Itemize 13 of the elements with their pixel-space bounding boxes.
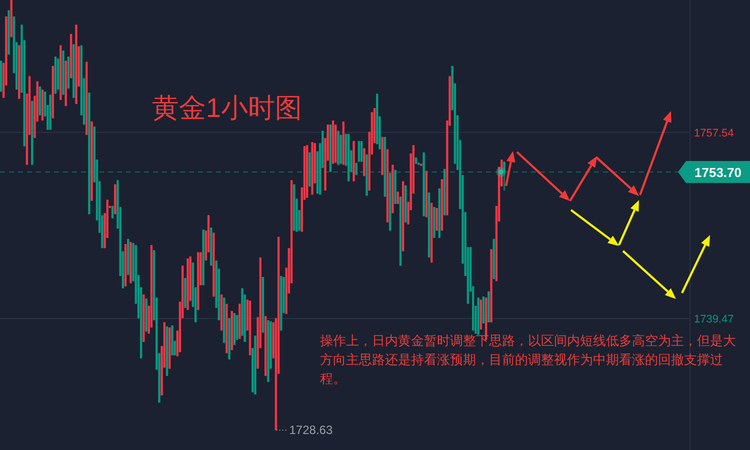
candlestick <box>436 208 438 232</box>
annotation: 1728.63 <box>289 423 333 438</box>
annotation: 操作上，日内黄金暂时调整下思路，以区间内短线低多高空为主，但是大方向主思路还是持看涨预期，目前的调整视作为中期看涨的回撤支撑过程。 <box>320 332 737 388</box>
y-tick-label: 1739.47 <box>694 314 734 326</box>
candlestick <box>360 140 363 162</box>
candlestick <box>355 162 358 176</box>
candlestick <box>111 205 114 219</box>
text: 黄金1小时图 <box>152 92 302 125</box>
candlestick <box>396 191 399 204</box>
y-tick-label: 1757.54 <box>694 127 734 140</box>
ref-line-label: 1753.70 <box>694 164 742 180</box>
candlestick <box>358 140 360 162</box>
candlestick <box>503 161 506 192</box>
